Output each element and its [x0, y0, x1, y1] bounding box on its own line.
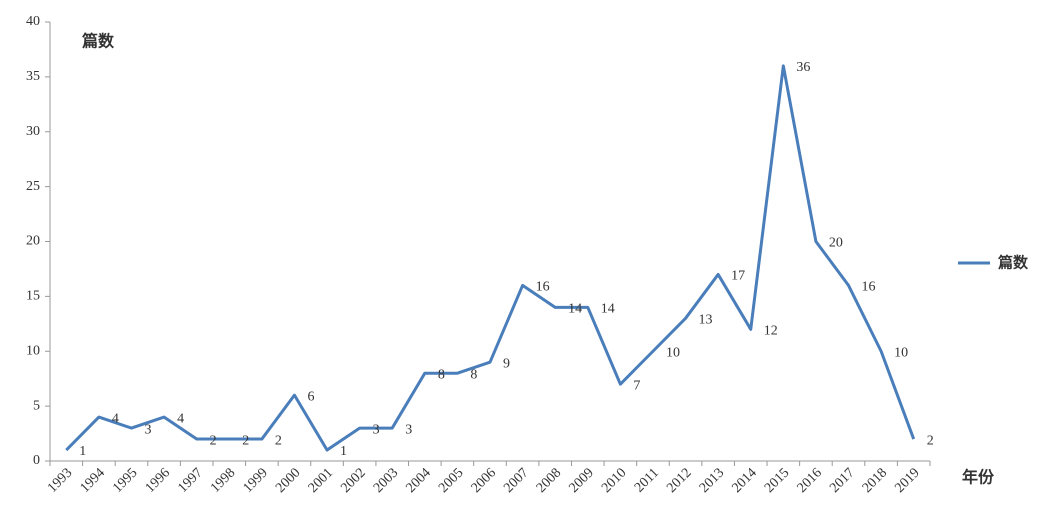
x-tick-label: 2007 [501, 465, 531, 495]
x-tick-label: 2015 [762, 465, 792, 495]
y-tick-label: 10 [26, 343, 40, 358]
y-tick-label: 20 [26, 234, 40, 249]
x-tick-label: 1996 [143, 465, 173, 495]
x-tick-label: 2000 [273, 465, 303, 495]
x-tick-label: 2013 [697, 465, 727, 495]
x-tick-label: 1999 [241, 465, 271, 495]
x-tick-label: 2005 [436, 465, 466, 495]
y-tick-label: 30 [26, 124, 40, 139]
data-label: 1 [79, 444, 86, 459]
x-tick-label: 2011 [632, 465, 662, 495]
data-label: 36 [796, 60, 810, 75]
data-label: 4 [177, 411, 184, 426]
x-tick-label: 2014 [729, 465, 759, 495]
data-label: 10 [666, 345, 680, 360]
data-label: 8 [438, 367, 445, 382]
x-tick-label: 2003 [371, 465, 401, 495]
data-label: 16 [862, 280, 876, 295]
data-label: 8 [470, 367, 477, 382]
data-label: 6 [307, 389, 314, 404]
data-label: 14 [601, 302, 615, 317]
data-label: 16 [536, 280, 550, 295]
data-label: 3 [405, 422, 412, 437]
y-axis-title: 篇数 [81, 32, 115, 51]
x-tick-label: 1995 [110, 465, 140, 495]
data-label: 2 [927, 433, 934, 448]
data-label: 2 [210, 433, 217, 448]
y-tick-label: 40 [26, 14, 40, 29]
x-tick-label: 2012 [664, 465, 694, 495]
x-tick-label: 1994 [78, 465, 108, 495]
data-label: 17 [731, 269, 745, 284]
x-tick-label: 2010 [599, 465, 629, 495]
x-tick-label: 2019 [892, 465, 922, 495]
x-tick-label: 2017 [827, 465, 857, 495]
x-tick-label: 1993 [45, 465, 75, 495]
x-tick-label: 2001 [306, 465, 336, 495]
x-tick-label: 2008 [534, 465, 564, 495]
x-tick-label: 2016 [795, 465, 825, 495]
data-label: 13 [699, 313, 713, 328]
data-label: 2 [242, 433, 249, 448]
data-label: 14 [568, 302, 582, 317]
legend-label: 篇数 [998, 254, 1029, 272]
x-axis-title: 年份 [962, 468, 995, 487]
data-label: 4 [112, 411, 119, 426]
data-label: 9 [503, 356, 510, 371]
y-tick-label: 25 [26, 179, 40, 194]
y-tick-label: 0 [33, 453, 40, 468]
data-label: 2 [275, 433, 282, 448]
x-tick-label: 2006 [469, 465, 499, 495]
x-tick-label: 2004 [404, 465, 434, 495]
data-label: 3 [144, 422, 151, 437]
data-label: 3 [373, 422, 380, 437]
data-label: 20 [829, 236, 843, 251]
y-tick-label: 35 [26, 69, 40, 84]
data-label: 10 [894, 345, 908, 360]
data-label: 1 [340, 444, 347, 459]
x-tick-label: 1998 [208, 465, 238, 495]
y-tick-label: 15 [26, 289, 40, 304]
x-tick-label: 2002 [338, 465, 368, 495]
x-tick-label: 1997 [175, 465, 205, 495]
x-tick-label: 2018 [860, 465, 890, 495]
y-tick-label: 5 [33, 398, 40, 413]
x-tick-label: 2009 [566, 465, 596, 495]
data-label: 12 [764, 324, 778, 339]
series-line [65, 64, 916, 452]
data-label: 7 [633, 378, 640, 393]
